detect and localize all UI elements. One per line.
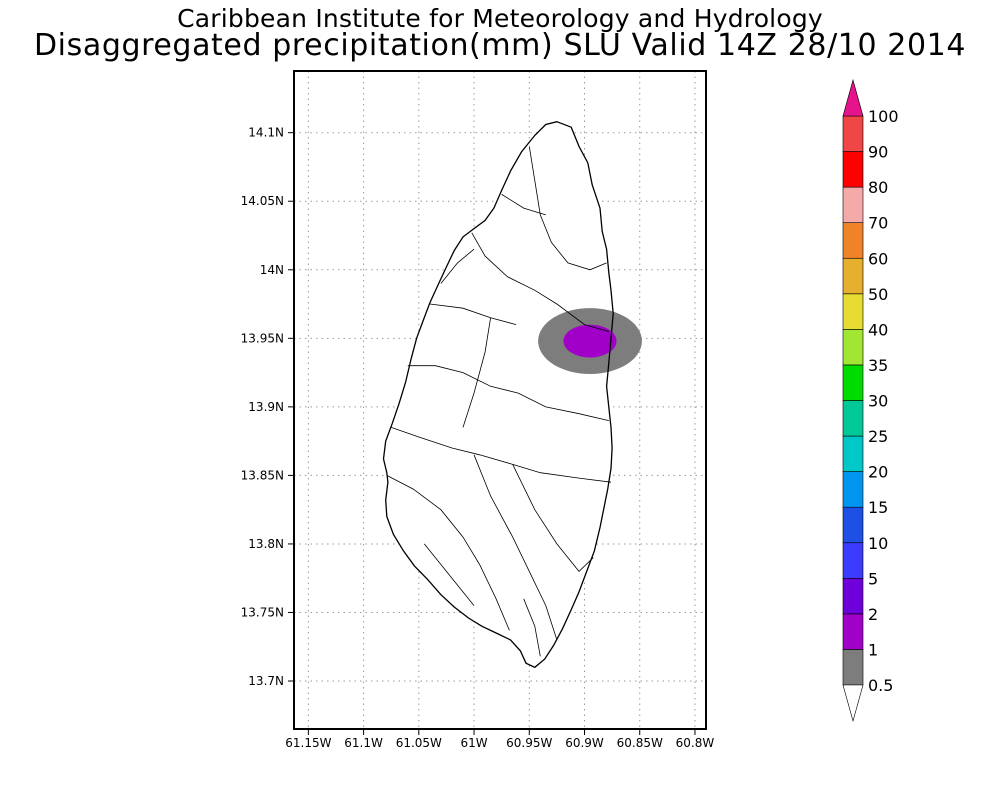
colorbar-overflow-triangle [842,78,864,117]
colorbar-segment [842,151,864,188]
colorbar-level-label: 40 [868,320,888,339]
colorbar-segment [842,613,864,650]
colorbar-segment [842,471,864,508]
colorbar-level-label: 0.5 [868,676,893,695]
colorbar-underflow-triangle [842,684,864,723]
river-network [386,146,612,657]
longitude-axis: 61.15W 61.1W 61.05W 61W 60.95W 60.9W 60.85W 60.… [285,729,714,750]
colorbar-segment [842,329,864,366]
lat-tick-label: 13.9N [248,400,284,414]
river-line [523,598,541,657]
colorbar-segment [842,435,864,472]
colorbar-level-label: 90 [868,143,888,162]
colorbar-level-label: 10 [868,534,888,553]
colorbar-segment [842,649,864,686]
lon-tick-label: 60.8W [676,736,715,750]
colorbar-level-label: 15 [868,498,888,517]
chart-title-product: Disaggregated precipitation(mm) SLU Vali… [33,28,967,63]
island-fill [383,121,614,668]
colorbar-segment [842,257,864,295]
river-line [512,464,594,572]
island-land [383,121,614,668]
lon-tick-label: 60.9W [565,736,604,750]
lat-tick-label: 13.85N [241,468,284,482]
lon-tick-label: 61.1W [344,736,383,750]
colorbar-segment [842,186,864,223]
river-line [429,303,517,325]
colorbar-level-label: 35 [868,356,888,375]
river-line [440,248,475,284]
colorbar-segment [842,364,864,401]
colorbar-level-label: 60 [868,249,888,268]
colorbar-level-label: 5 [868,569,878,588]
lat-tick-label: 13.95N [241,331,284,345]
colorbar-level-label: 2 [868,605,878,624]
river-line [386,475,510,631]
colorbar-segment [842,400,864,437]
river-line [423,543,475,606]
colorbar-level-label: 100 [868,107,899,126]
colorbar-level-label: 1 [868,640,878,659]
river-line [407,365,609,421]
lon-tick-label: 61.05W [396,736,442,750]
lat-tick-label: 13.8N [248,537,284,551]
lon-tick-label: 60.95W [506,736,552,750]
colorbar-segment [842,578,864,615]
colorbar-level-label: 80 [868,178,888,197]
river-line [391,427,612,483]
map-frame [293,70,707,730]
colorbar-segment [842,222,864,259]
colorbar-level-label: 20 [868,463,888,482]
river-line [473,454,558,641]
river-line [462,317,491,428]
colorbar-level-label: 50 [868,285,888,304]
precipitation-contours [538,308,642,374]
colorbar-level-label: 30 [868,392,888,411]
colorbar-level-label: 70 [868,214,888,233]
river-line [501,194,546,216]
river-line [471,232,609,332]
precip-contour-1mm [563,324,617,358]
chart-title-institute: Caribbean Institute for Meteorology and … [177,4,823,33]
lat-tick-label: 14.05N [241,194,284,208]
lon-tick-label: 60.85W [617,736,663,750]
colorbar-segment [842,115,864,152]
colorbar-segment [842,293,864,330]
lat-tick-label: 14.1N [248,126,284,140]
coastline-outline [382,121,614,669]
lon-tick-label: 61.15W [285,736,331,750]
lon-tick-label: 61W [460,736,487,750]
river-line [528,146,607,271]
lat-tick-label: 13.75N [241,605,284,619]
lat-tick-label: 13.7N [248,674,284,688]
lat-tick-label: 14N [260,263,284,277]
colorbar-level-label: 25 [868,427,888,446]
latitude-axis: 14.1N 14.05N 14N 13.95N 13.9N 13.85N 13.8N 13.7… [241,126,294,688]
coastline [382,121,614,669]
colorbar-segment [842,542,864,579]
colorbar-segment [842,506,864,544]
